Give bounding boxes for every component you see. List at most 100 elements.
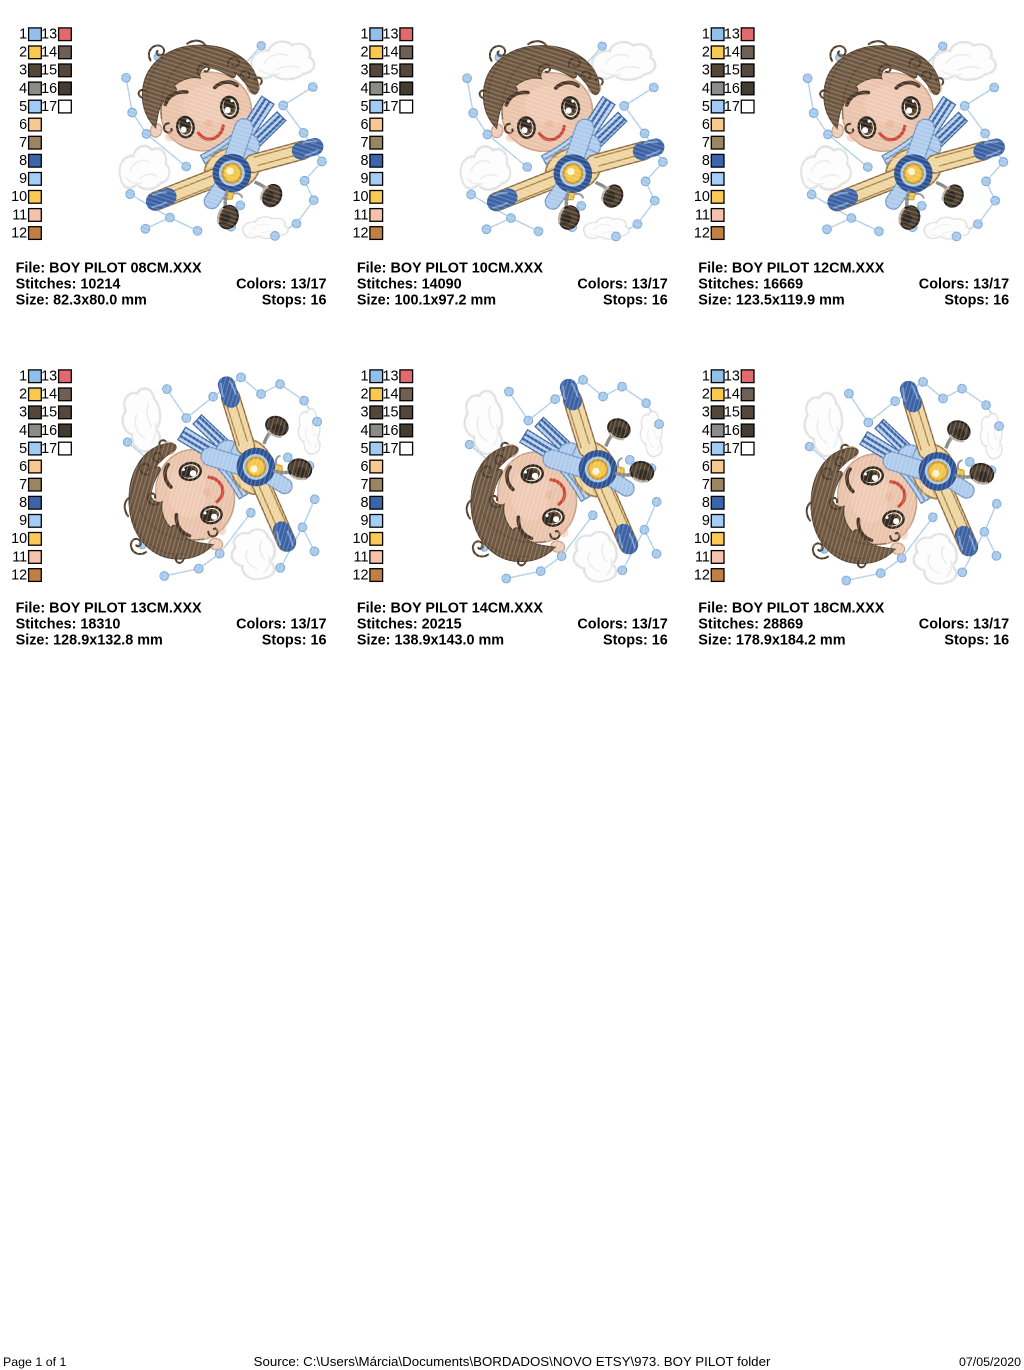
svg-text:7: 7 <box>702 477 710 493</box>
svg-text:10: 10 <box>352 531 368 547</box>
svg-text:9: 9 <box>702 513 710 529</box>
svg-text:Size: 178.9x184.2 mm: Size: 178.9x184.2 mm <box>698 633 845 649</box>
svg-text:7: 7 <box>19 477 27 493</box>
svg-text:2: 2 <box>19 387 27 403</box>
svg-text:13: 13 <box>382 369 398 385</box>
svg-text:17: 17 <box>41 441 57 457</box>
svg-text:12: 12 <box>352 225 368 241</box>
svg-text:4: 4 <box>360 423 368 439</box>
svg-text:13: 13 <box>724 369 740 385</box>
svg-text:16: 16 <box>724 423 740 439</box>
svg-text:8: 8 <box>19 495 27 511</box>
svg-text:File: BOY PILOT 08CM.XXX: File: BOY PILOT 08CM.XXX <box>16 261 202 277</box>
svg-text:1: 1 <box>19 369 27 385</box>
svg-text:8: 8 <box>19 153 27 169</box>
svg-text:8: 8 <box>360 495 368 511</box>
svg-text:5: 5 <box>19 99 27 115</box>
svg-text:7: 7 <box>360 135 368 151</box>
svg-text:2: 2 <box>19 45 27 61</box>
svg-text:8: 8 <box>702 495 710 511</box>
svg-text:13: 13 <box>724 27 740 43</box>
svg-text:3: 3 <box>19 405 27 421</box>
svg-text:1: 1 <box>702 369 710 385</box>
svg-text:11: 11 <box>354 549 369 565</box>
svg-text:Colors: 13/17: Colors: 13/17 <box>236 617 326 633</box>
svg-text:6: 6 <box>19 117 27 133</box>
svg-text:2: 2 <box>360 45 368 61</box>
svg-text:14: 14 <box>724 45 740 61</box>
svg-text:Size: 138.9x143.0 mm: Size: 138.9x143.0 mm <box>357 633 504 649</box>
svg-text:15: 15 <box>41 405 57 421</box>
svg-text:9: 9 <box>702 171 710 187</box>
svg-text:9: 9 <box>360 513 368 529</box>
svg-text:1: 1 <box>360 27 368 43</box>
svg-text:7: 7 <box>360 477 368 493</box>
svg-text:Size: 82.3x80.0 mm: Size: 82.3x80.0 mm <box>16 293 147 309</box>
svg-text:10: 10 <box>694 531 710 547</box>
svg-text:Stitches: 14090: Stitches: 14090 <box>357 277 462 293</box>
svg-text:15: 15 <box>41 63 57 79</box>
svg-text:12: 12 <box>11 225 27 241</box>
svg-text:7: 7 <box>702 135 710 151</box>
svg-text:10: 10 <box>694 189 710 205</box>
svg-text:2: 2 <box>360 387 368 403</box>
svg-text:14: 14 <box>41 387 57 403</box>
svg-text:Stitches: 28869: Stitches: 28869 <box>698 617 803 633</box>
svg-text:8: 8 <box>702 153 710 169</box>
svg-text:17: 17 <box>382 441 398 457</box>
svg-text:3: 3 <box>19 63 27 79</box>
svg-text:11: 11 <box>695 207 710 223</box>
svg-text:2: 2 <box>702 45 710 61</box>
svg-text:13: 13 <box>41 27 57 43</box>
svg-text:13: 13 <box>382 27 398 43</box>
svg-text:15: 15 <box>724 63 740 79</box>
svg-text:Colors: 13/17: Colors: 13/17 <box>577 617 667 633</box>
svg-text:Colors: 13/17: Colors: 13/17 <box>577 277 667 293</box>
svg-text:Stitches: 18310: Stitches: 18310 <box>16 617 121 633</box>
svg-text:14: 14 <box>382 45 398 61</box>
svg-text:16: 16 <box>41 423 57 439</box>
svg-text:9: 9 <box>19 171 27 187</box>
svg-text:14: 14 <box>724 387 740 403</box>
svg-text:Stitches: 16669: Stitches: 16669 <box>698 277 803 293</box>
svg-text:Stops: 16: Stops: 16 <box>262 293 327 309</box>
svg-text:15: 15 <box>382 63 398 79</box>
svg-text:4: 4 <box>19 423 27 439</box>
svg-text:11: 11 <box>12 549 27 565</box>
svg-text:16: 16 <box>382 81 398 97</box>
svg-text:15: 15 <box>724 405 740 421</box>
svg-text:Size: 100.1x97.2 mm: Size: 100.1x97.2 mm <box>357 293 496 309</box>
svg-text:12: 12 <box>11 567 27 583</box>
svg-text:Colors: 13/17: Colors: 13/17 <box>919 617 1009 633</box>
svg-text:17: 17 <box>724 441 740 457</box>
svg-text:6: 6 <box>19 459 27 475</box>
svg-text:15: 15 <box>382 405 398 421</box>
svg-text:Stops: 16: Stops: 16 <box>944 633 1009 649</box>
svg-text:1: 1 <box>360 369 368 385</box>
svg-text:Source: C:\Users\Márcia\Docume: Source: C:\Users\Márcia\Documents\BORDAD… <box>254 1354 771 1369</box>
svg-text:4: 4 <box>702 81 710 97</box>
svg-text:3: 3 <box>702 405 710 421</box>
svg-text:9: 9 <box>19 513 27 529</box>
svg-text:File: BOY PILOT 13CM.XXX: File: BOY PILOT 13CM.XXX <box>16 601 202 617</box>
svg-text:11: 11 <box>695 549 710 565</box>
svg-text:16: 16 <box>724 81 740 97</box>
svg-text:5: 5 <box>19 441 27 457</box>
svg-text:5: 5 <box>702 441 710 457</box>
svg-text:10: 10 <box>11 189 27 205</box>
svg-text:Page 1 of 1: Page 1 of 1 <box>3 1355 66 1369</box>
svg-text:5: 5 <box>702 99 710 115</box>
svg-text:17: 17 <box>724 99 740 115</box>
svg-text:17: 17 <box>41 99 57 115</box>
svg-text:10: 10 <box>11 531 27 547</box>
svg-text:12: 12 <box>694 225 710 241</box>
svg-text:File: BOY PILOT 12CM.XXX: File: BOY PILOT 12CM.XXX <box>698 261 884 277</box>
svg-text:14: 14 <box>41 45 57 61</box>
svg-text:File: BOY PILOT 18CM.XXX: File: BOY PILOT 18CM.XXX <box>698 601 884 617</box>
svg-text:9: 9 <box>360 171 368 187</box>
svg-text:3: 3 <box>360 63 368 79</box>
svg-text:07/05/2020: 07/05/2020 <box>959 1355 1021 1369</box>
svg-text:5: 5 <box>360 441 368 457</box>
svg-text:3: 3 <box>360 405 368 421</box>
svg-text:File: BOY PILOT 10CM.XXX: File: BOY PILOT 10CM.XXX <box>357 261 543 277</box>
